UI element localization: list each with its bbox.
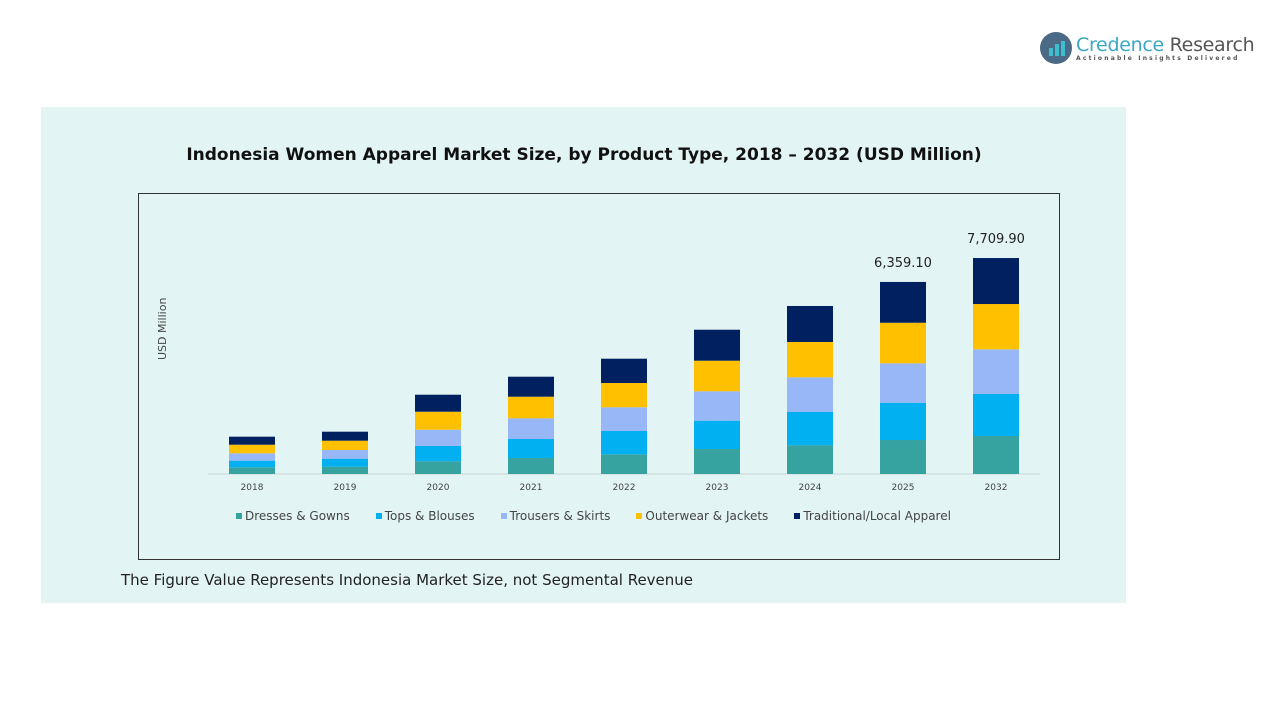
- bar-segment-2018-4: [229, 436, 275, 445]
- chart-panel: [41, 107, 1126, 603]
- bar-segment-2019-1: [322, 458, 368, 467]
- legend-label: Trousers & Skirts: [509, 509, 611, 523]
- x-tick-label: 2023: [706, 483, 729, 493]
- bar-segment-2021-3: [508, 396, 554, 419]
- bar-segment-2019-2: [322, 449, 368, 459]
- x-tick-label: 2024: [799, 483, 822, 493]
- bar-segment-2022-2: [601, 407, 647, 431]
- footnote: The Figure Value Represents Indonesia Ma…: [121, 571, 694, 589]
- bar-segment-2021-1: [508, 439, 554, 459]
- legend-item: Trousers & Skirts: [500, 509, 611, 523]
- brand-name: Credence Research: [1076, 33, 1255, 56]
- legend-swatch: [794, 513, 801, 519]
- bar-segment-2024-2: [787, 377, 833, 412]
- x-tick-label: 2020: [427, 483, 450, 493]
- bar-segment-2020-3: [415, 411, 461, 430]
- bar-segment-2024-3: [787, 341, 833, 378]
- bar-segment-2023-0: [694, 449, 740, 474]
- bar-segment-2020-1: [415, 446, 461, 462]
- bar-segment-2022-1: [601, 430, 647, 455]
- bar-segment-2020-4: [415, 394, 461, 412]
- plot-area: [138, 193, 1060, 560]
- bar-segment-2032-4: [973, 258, 1019, 305]
- x-tick-label: 2018: [241, 483, 264, 493]
- logo-icon: [1040, 32, 1072, 64]
- bar-segment-2025-4: [880, 281, 926, 323]
- bar-segment-2032-3: [973, 304, 1019, 350]
- bar-segment-2023-4: [694, 329, 740, 361]
- legend-item: Outerwear & Jackets: [636, 509, 768, 523]
- brand-logo: Credence Research Actionable Insights De…: [1040, 32, 1255, 64]
- bar-segment-2025-1: [880, 402, 926, 441]
- bar-segment-2023-2: [694, 391, 740, 421]
- bar-segment-2021-4: [508, 376, 554, 397]
- legend-label: Outerwear & Jackets: [645, 509, 769, 523]
- bar-segment-2021-2: [508, 418, 554, 440]
- data-label-2025: 6,359.10: [874, 256, 932, 271]
- legend-swatch: [636, 513, 643, 519]
- legend-label: Dresses & Gowns: [245, 509, 350, 523]
- legend-item: Traditional/Local Apparel: [794, 509, 951, 523]
- bar-segment-2025-2: [880, 363, 926, 403]
- bar-segment-2024-4: [787, 305, 833, 342]
- x-tick-label: 2025: [892, 483, 915, 493]
- bar-segment-2020-2: [415, 429, 461, 447]
- x-tick-label: 2021: [520, 483, 543, 493]
- bar-segment-2018-1: [229, 460, 275, 468]
- chart-title: Indonesia Women Apparel Market Size, by …: [186, 145, 982, 165]
- legend-item: Dresses & Gowns: [236, 509, 350, 523]
- bar-segment-2025-3: [880, 322, 926, 364]
- legend-label: Traditional/Local Apparel: [803, 509, 951, 523]
- bar-segment-2025-0: [880, 440, 926, 474]
- bar-segment-2018-0: [229, 467, 275, 474]
- bar-segment-2020-0: [415, 461, 461, 474]
- bar-segment-2032-2: [973, 349, 1019, 395]
- bar-segment-2023-1: [694, 420, 740, 450]
- legend-swatch: [236, 513, 242, 519]
- bar-segment-2018-3: [229, 444, 275, 454]
- bar-segment-2032-0: [973, 436, 1019, 474]
- bar-segment-2019-4: [322, 431, 368, 441]
- bar-segment-2032-1: [973, 394, 1019, 437]
- bar-segment-2019-0: [322, 466, 368, 474]
- data-label-2032: 7,709.90: [967, 232, 1025, 247]
- bar-segment-2022-4: [601, 358, 647, 384]
- legend-swatch: [500, 513, 507, 519]
- bar-segment-2024-1: [787, 411, 833, 446]
- x-tick-label: 2022: [613, 483, 636, 493]
- bar-segment-2022-0: [601, 454, 647, 474]
- brand-tagline: Actionable Insights Delivered: [1076, 54, 1240, 62]
- bar-segment-2019-3: [322, 440, 368, 450]
- bar-segment-2022-3: [601, 383, 647, 408]
- bar-segment-2024-0: [787, 445, 833, 474]
- bar-segment-2018-2: [229, 453, 275, 461]
- legend-label: Tops & Blouses: [384, 509, 475, 523]
- bar-segment-2023-3: [694, 360, 740, 392]
- x-tick-label: 2032: [985, 483, 1008, 493]
- legend-item: Tops & Blouses: [375, 509, 475, 523]
- x-tick-label: 2019: [334, 483, 357, 493]
- legend: Dresses & Gowns Tops & Blouses Trousers & …: [236, 509, 951, 523]
- bar-segment-2021-0: [508, 458, 554, 474]
- legend-swatch: [375, 513, 382, 519]
